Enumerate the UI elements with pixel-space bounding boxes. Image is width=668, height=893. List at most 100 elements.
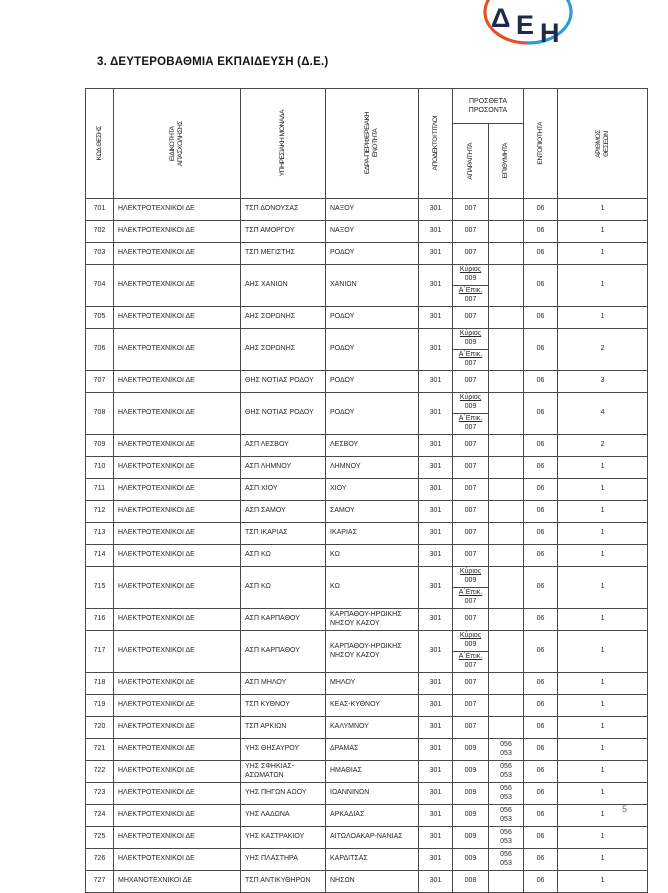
cell-titles: 301 bbox=[418, 804, 453, 827]
cell-locality: 06 bbox=[523, 522, 559, 545]
cell-desired bbox=[487, 198, 525, 221]
cell-unit: ΘΗΣ ΝΟΤΙΑΣ ΡΟΔΟΥ bbox=[240, 370, 326, 393]
cell-unit: ΘΗΣ ΝΟΤΙΑΣ ΡΟΔΟΥ bbox=[240, 392, 326, 435]
cell-code: 723 bbox=[85, 782, 114, 805]
cell-specialty: ΗΛΕΚΤΡΟΤΕΧΝΙΚΟΙ ΔΕ bbox=[113, 242, 241, 265]
cell-locality: 06 bbox=[523, 242, 559, 265]
table-row: 711 ΗΛΕΚΤΡΟΤΕΧΝΙΚΟΙ ΔΕ ΑΣΠ ΧΙΟΥ ΧΙΟΥ 301 007 0… bbox=[85, 478, 649, 501]
cell-titles: 301 bbox=[418, 328, 453, 371]
cell-unit: ΥΗΣ ΛΑΔΩΝΑ bbox=[240, 804, 326, 827]
cell-positions: 4 bbox=[557, 392, 649, 435]
cell-region: ΚΑΡΔΙΤΣΑΣ bbox=[325, 848, 419, 871]
cell-region: ΔΡΑΜΑΣ bbox=[325, 738, 419, 761]
logo-letter-delta: Δ bbox=[491, 3, 510, 33]
cell-required: 007 bbox=[452, 242, 489, 265]
header-region: ΕΔΡΑ-ΠΕΡΙΦΕΡΕΙΑΚΗ ΕΝΟΤΗΤΑ bbox=[325, 88, 419, 199]
table-row: 710 ΗΛΕΚΤΡΟΤΕΧΝΙΚΟΙ ΔΕ ΑΣΠ ΛΗΜΝΟΥ ΛΗΜΝΟΥ 301… bbox=[85, 456, 649, 479]
cell-desired: 056 053 bbox=[487, 760, 525, 783]
cell-region: ΡΟΔΟΥ bbox=[325, 392, 419, 435]
cell-titles: 301 bbox=[418, 738, 453, 761]
table-row: 724 ΗΛΕΚΤΡΟΤΕΧΝΙΚΟΙ ΔΕ ΥΗΣ ΛΑΔΩΝΑ ΑΡΚΑΔΙΑΣ 3… bbox=[85, 804, 649, 827]
cell-code: 716 bbox=[85, 608, 114, 631]
cell-desired bbox=[487, 694, 525, 717]
cell-locality: 06 bbox=[523, 434, 559, 457]
cell-region: ΝΑΞΟΥ bbox=[325, 198, 419, 221]
table-row: 726 ΗΛΕΚΤΡΟΤΕΧΝΙΚΟΙ ΔΕ ΥΗΣ ΠΛΑΣΤΗΡΑ ΚΑΡΔΙΤΣ… bbox=[85, 848, 649, 871]
cell-positions: 1 bbox=[557, 306, 649, 329]
cell-unit: ΑΗΣ ΧΑΝΙΩΝ bbox=[240, 264, 326, 307]
cell-code: 714 bbox=[85, 544, 114, 567]
cell-titles: 301 bbox=[418, 264, 453, 307]
cell-code: 702 bbox=[85, 220, 114, 243]
cell-code: 708 bbox=[85, 392, 114, 435]
header-positions: ΑΡΙΘΜΟΣ ΘΕΣΕΩΝ bbox=[557, 88, 649, 199]
page-title: 3. ΔΕΥΤΕΡΟΒΑΘΜΙΑ ΕΚΠΑΙΔΕΥΣΗ (Δ.Ε.) bbox=[97, 56, 329, 68]
cell-unit: ΤΣΠ ΜΕΓΙΣΤΗΣ bbox=[240, 242, 326, 265]
table-row: 716 ΗΛΕΚΤΡΟΤΕΧΝΙΚΟΙ ΔΕ ΑΣΠ ΚΑΡΠΑΘΟΥ ΚΑΡΠΑΘΟ… bbox=[85, 608, 649, 631]
cell-specialty: ΗΛΕΚΤΡΟΤΕΧΝΙΚΟΙ ΔΕ bbox=[113, 306, 241, 329]
cell-desired: 056 053 bbox=[487, 738, 525, 761]
cell-desired: 056 053 bbox=[487, 804, 525, 827]
cell-required: 007 bbox=[452, 608, 489, 631]
cell-unit: ΑΣΠ ΣΑΜΟΥ bbox=[240, 500, 326, 523]
cell-code: 705 bbox=[85, 306, 114, 329]
cell-code: 711 bbox=[85, 478, 114, 501]
cell-locality: 06 bbox=[523, 220, 559, 243]
logo-blue-arc bbox=[526, 0, 573, 45]
table-row: 722 ΗΛΕΚΤΡΟΤΕΧΝΙΚΟΙ ΔΕ ΥΗΣ ΣΦΗΚΙΑΣ-ΑΣΩΜΑΤΩ… bbox=[85, 760, 649, 783]
cell-code: 719 bbox=[85, 694, 114, 717]
cell-titles: 301 bbox=[418, 782, 453, 805]
dei-logo: Δ Ε Η bbox=[481, 0, 575, 48]
cell-region: ΙΩΑΝΝΙΝΩΝ bbox=[325, 782, 419, 805]
cell-specialty: ΗΛΕΚΤΡΟΤΕΧΝΙΚΟΙ ΔΕ bbox=[113, 782, 241, 805]
cell-specialty: ΗΛΕΚΤΡΟΤΕΧΝΙΚΟΙ ΔΕ bbox=[113, 716, 241, 739]
cell-titles: 301 bbox=[418, 522, 453, 545]
cell-positions: 1 bbox=[557, 848, 649, 871]
table-row: 713 ΗΛΕΚΤΡΟΤΕΧΝΙΚΟΙ ΔΕ ΤΣΠ ΙΚΑΡΙΑΣ ΙΚΑΡΙΑΣ 3… bbox=[85, 522, 649, 545]
cell-region: ΚΕΑΣ-ΚΥΘΝΟΥ bbox=[325, 694, 419, 717]
cell-unit: ΤΣΠ ΚΥΘΝΟΥ bbox=[240, 694, 326, 717]
cell-required: 009 bbox=[452, 738, 489, 761]
cell-positions: 1 bbox=[557, 566, 649, 609]
cell-locality: 06 bbox=[523, 804, 559, 827]
cell-positions: 1 bbox=[557, 630, 649, 673]
cell-positions: 1 bbox=[557, 242, 649, 265]
cell-titles: 301 bbox=[418, 242, 453, 265]
cell-desired bbox=[487, 306, 525, 329]
cell-positions: 1 bbox=[557, 826, 649, 849]
cell-specialty: ΗΛΕΚΤΡΟΤΕΧΝΙΚΟΙ ΔΕ bbox=[113, 220, 241, 243]
cell-titles: 301 bbox=[418, 760, 453, 783]
cell-code: 713 bbox=[85, 522, 114, 545]
table-row: 702 ΗΛΕΚΤΡΟΤΕΧΝΙΚΟΙ ΔΕ ΤΣΠ ΑΜΟΡΓΟΥ ΝΑΞΟΥ 301… bbox=[85, 220, 649, 243]
cell-desired bbox=[487, 242, 525, 265]
cell-region: ΗΜΑΘΙΑΣ bbox=[325, 760, 419, 783]
header-code: ΚΩΔ ΘΕΣΗΣ bbox=[85, 88, 114, 199]
cell-titles: 301 bbox=[418, 826, 453, 849]
cell-specialty: ΗΛΕΚΤΡΟΤΕΧΝΙΚΟΙ ΔΕ bbox=[113, 328, 241, 371]
cell-code: 710 bbox=[85, 456, 114, 479]
cell-code: 707 bbox=[85, 370, 114, 393]
cell-locality: 06 bbox=[523, 500, 559, 523]
cell-region: ΜΗΛΟΥ bbox=[325, 672, 419, 695]
cell-locality: 06 bbox=[523, 630, 559, 673]
cell-desired bbox=[487, 220, 525, 243]
positions-table: ΚΩΔ ΘΕΣΗΣ ΕΙΔΙΚΟΤΗΤΑ ΑΠΑΣΧΟΛΗΣΗΣ ΥΠΗΡΕΣΙ… bbox=[85, 88, 649, 893]
cell-code: 703 bbox=[85, 242, 114, 265]
cell-unit: ΥΗΣ ΠΗΓΩΝ ΑΩΟΥ bbox=[240, 782, 326, 805]
cell-titles: 301 bbox=[418, 478, 453, 501]
cell-titles: 301 bbox=[418, 566, 453, 609]
cell-code: 727 bbox=[85, 870, 114, 893]
cell-code: 706 bbox=[85, 328, 114, 371]
cell-locality: 06 bbox=[523, 694, 559, 717]
cell-desired bbox=[487, 478, 525, 501]
cell-required: 009 bbox=[452, 782, 489, 805]
cell-positions: 1 bbox=[557, 782, 649, 805]
cell-region: ΛΕΣΒΟΥ bbox=[325, 434, 419, 457]
cell-positions: 1 bbox=[557, 716, 649, 739]
cell-desired bbox=[487, 434, 525, 457]
cell-specialty: ΗΛΕΚΤΡΟΤΕΧΝΙΚΟΙ ΔΕ bbox=[113, 608, 241, 631]
logo-letter-epsilon: Ε bbox=[516, 10, 534, 40]
cell-required: 009 bbox=[452, 804, 489, 827]
cell-required: Κύριος 009 Α΄Επικ. 007 bbox=[452, 566, 489, 609]
cell-specialty: ΗΛΕΚΤΡΟΤΕΧΝΙΚΟΙ ΔΕ bbox=[113, 198, 241, 221]
